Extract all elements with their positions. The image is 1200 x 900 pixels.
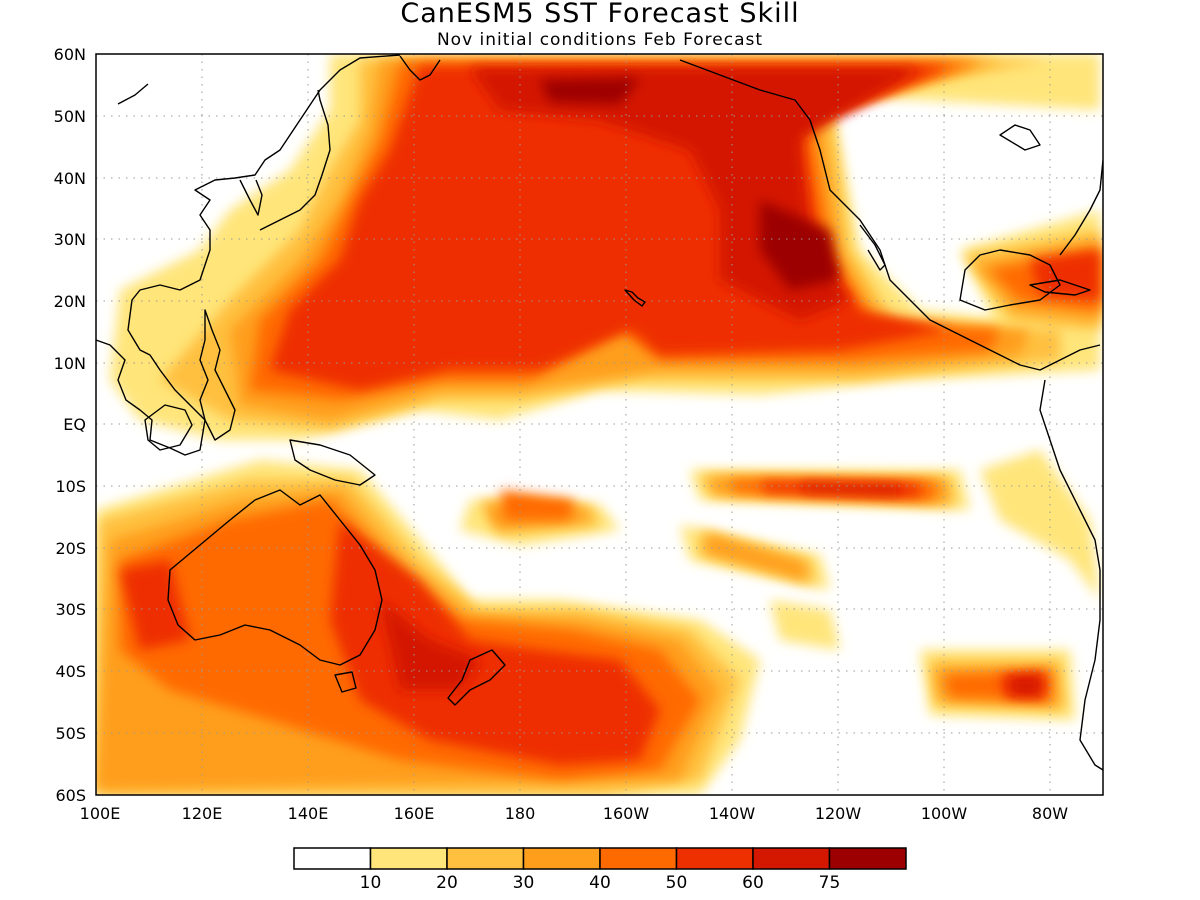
chart-title: CanESM5 SST Forecast Skill [400,0,799,29]
coast-borneo [144,404,193,451]
lon-label: 160W [603,804,650,823]
lat-label: 40N [54,169,86,188]
colorbar-swatch [828,847,907,870]
lon-label: 120E [182,804,223,823]
lat-label: 10S [55,477,86,496]
colorbar-swatch [675,847,754,870]
map-panel: 60N 50N 40N 30N 20N 10N EQ 10S 20S 30S 4… [54,45,1104,823]
coast-sakhalin [117,83,149,105]
colorbar-swatch [369,847,448,870]
coast-philippines [199,309,236,441]
coast-new-zealand [447,649,506,706]
lon-label: 180 [505,804,536,823]
coast-cuba [1029,279,1091,296]
lat-label: 50N [54,107,86,126]
lon-label: 80W [1032,804,1068,823]
lat-label: 50S [55,724,86,743]
lat-label: 40S [55,662,86,681]
colorbar-label: 50 [666,873,688,893]
colorbar-swatch [446,847,525,870]
lon-label: 160E [394,804,435,823]
skill-level-75 [540,78,840,290]
colorbar-swatch [293,847,372,870]
lat-label: 10N [54,354,86,373]
lon-label: 140W [709,804,756,823]
coast-baja [859,224,886,271]
coast-great-lakes [999,124,1041,151]
colorbar-label: 20 [436,873,458,893]
colorbar-label: 30 [513,873,535,893]
coast-japan [259,89,331,231]
lat-label: 60N [54,45,86,64]
lon-label: 120W [815,804,862,823]
colorbar-swatch [599,847,678,870]
lon-label: 140E [288,804,329,823]
coast-asia [96,54,401,456]
chart-subtitle: Nov initial conditions Feb Forecast [437,30,763,50]
coast-korea [239,179,263,216]
map-frame [95,53,1104,796]
lat-label: 20S [55,539,86,558]
coast-kamchatka [399,55,441,81]
colorbar-swatch [522,847,601,870]
lat-label: EQ [63,415,86,434]
map-grid [96,54,1103,795]
coast-new-guinea [289,439,376,486]
lat-label: 60S [55,786,86,805]
coastlines [96,54,1103,771]
colorbar-swatch [752,847,831,870]
lat-label: 20N [54,292,86,311]
colorbar: 10 20 30 40 50 60 75 [293,847,907,893]
coast-hawaii [624,289,646,307]
colorbar-label: 10 [360,873,382,893]
colorbar-label: 60 [742,873,764,893]
lat-label: 30S [55,600,86,619]
colorbar-label: 40 [589,873,611,893]
coast-north-america [679,59,1101,371]
lon-label: 100W [921,804,968,823]
coast-tasmania [334,671,357,693]
coast-gulf-of-mexico [959,249,1061,311]
coast-south-america [1039,379,1103,771]
lon-axis: 100E 120E 140E 160E 180 160W 140W 120W 1… [80,804,1069,823]
lat-axis: 60N 50N 40N 30N 20N 10N EQ 10S 20S 30S 4… [54,45,86,805]
coast-east-north-america [1059,159,1103,256]
colorbar-label: 75 [819,873,841,893]
lon-label: 100E [80,804,121,823]
coast-australia [167,489,383,666]
lat-label: 30N [54,230,86,249]
